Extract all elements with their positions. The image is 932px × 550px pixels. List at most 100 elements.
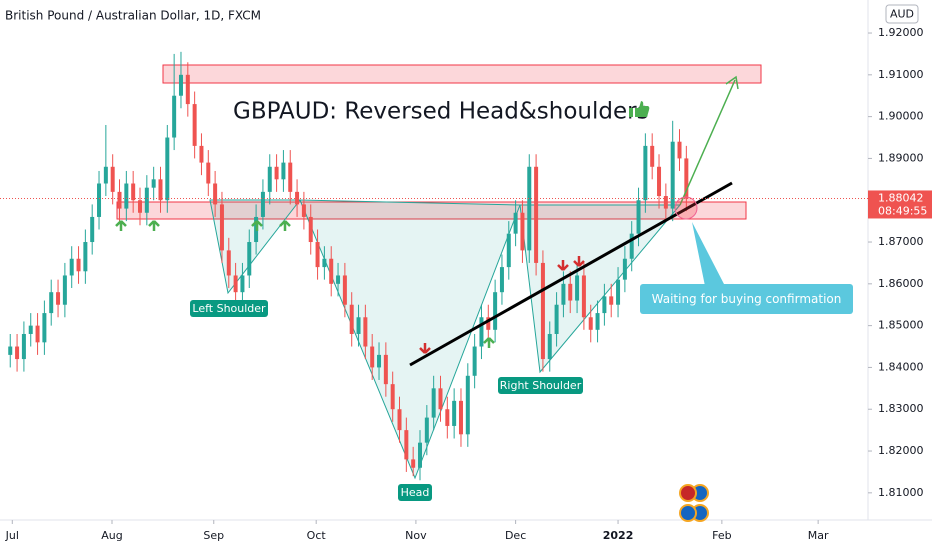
candle-body [274,166,279,180]
countdown-label: 08:49:55 [878,204,927,217]
annotation-box [498,377,583,394]
candle-body [315,242,320,268]
candle-body [677,141,682,159]
candle-body [97,183,102,217]
candle-body [561,283,566,305]
candle-body [575,275,580,301]
candle-body [390,384,395,410]
candle-body [527,166,532,251]
candle-body [397,409,402,431]
candle-body [28,325,33,334]
y-tick-label: 1.83000 [878,402,924,415]
candle-body [370,346,375,368]
candle-body [643,145,648,201]
candle-body [663,196,668,209]
pattern [209,199,682,480]
annotation-label: Left Shoulder [192,302,266,315]
flag-au [679,504,697,522]
candle-body [377,354,382,368]
candle-body [329,258,334,284]
y-tick-label: 1.84000 [878,360,924,373]
candle-body [356,317,361,334]
resistance-zone [162,64,762,84]
candle-body [233,275,238,293]
candle-body [404,430,409,460]
candle-body [479,317,484,347]
candle-body [185,74,190,105]
candle-body [301,204,306,217]
currency-box [885,4,919,24]
candle-body [322,258,327,268]
candle-body [650,145,655,167]
candles [8,51,689,481]
candle-body [8,346,13,355]
up-arrow [148,220,160,231]
candle-body [411,459,416,468]
y-tick-label: 1.82000 [878,444,924,457]
candle-body [260,191,265,217]
candle-body [90,216,95,243]
candle-body [520,212,525,251]
candle-body [103,166,108,184]
candle-body [15,346,20,360]
currency: AUD [890,8,914,21]
annotation-label: Right Shoulder [500,379,582,392]
candle-body [165,137,170,201]
annotation-label: Waiting for buying confirmation [652,292,842,306]
candle-body [138,200,142,213]
candle-body [595,313,600,330]
candle-body [308,216,313,243]
candle-body [213,183,218,205]
up-arrow [115,220,127,231]
candle-body [206,162,211,184]
candle-body [69,258,74,276]
candle-body [281,162,286,180]
y-tick-label: 1.92000 [878,26,924,39]
x-tick-label: Oct [307,529,327,542]
up-arrow [483,337,495,348]
target-arrow-head [725,75,739,90]
candle-body [62,275,67,305]
candle-body [117,191,122,209]
candle-body [636,200,641,234]
candle-body [424,417,429,443]
candle-body [267,166,272,192]
candle-body [588,317,593,330]
candle-body [172,95,177,138]
candle-body [540,262,545,360]
candle-body [445,409,450,426]
up-arrow [251,220,263,231]
candle-body [363,317,368,347]
candle-body [547,333,552,360]
candle-body [534,166,539,263]
flag-icons [679,484,709,522]
candle-body [178,74,183,96]
candle-body [486,317,491,330]
annotation-box [190,300,268,317]
right-shoulder-shape [519,204,682,374]
x-tick-label: Nov [405,529,427,542]
y-tick-label: 1.90000 [878,110,924,123]
left-shoulder-shape [209,199,302,295]
candle-body [76,258,81,272]
candle-body [56,292,61,305]
candle-body [616,279,621,305]
candle-body [684,158,689,199]
candle-body [349,304,354,334]
candle-body [438,388,443,410]
candle-body [219,204,224,251]
symbol-label: British Pound / Australian Dollar, 1D, F… [5,9,261,23]
candle-body [554,304,559,334]
candle-body [657,166,662,197]
candle-body [336,275,341,284]
candle-body [383,354,388,385]
callout-pointer [692,222,725,286]
candle-body [602,296,607,314]
neckline-zone [116,201,747,220]
x-tick-label: 2022 [603,529,634,542]
candle-body [83,242,88,272]
x-tick-label: Dec [505,529,526,542]
candle-body [465,375,470,435]
candle-body [35,325,40,343]
